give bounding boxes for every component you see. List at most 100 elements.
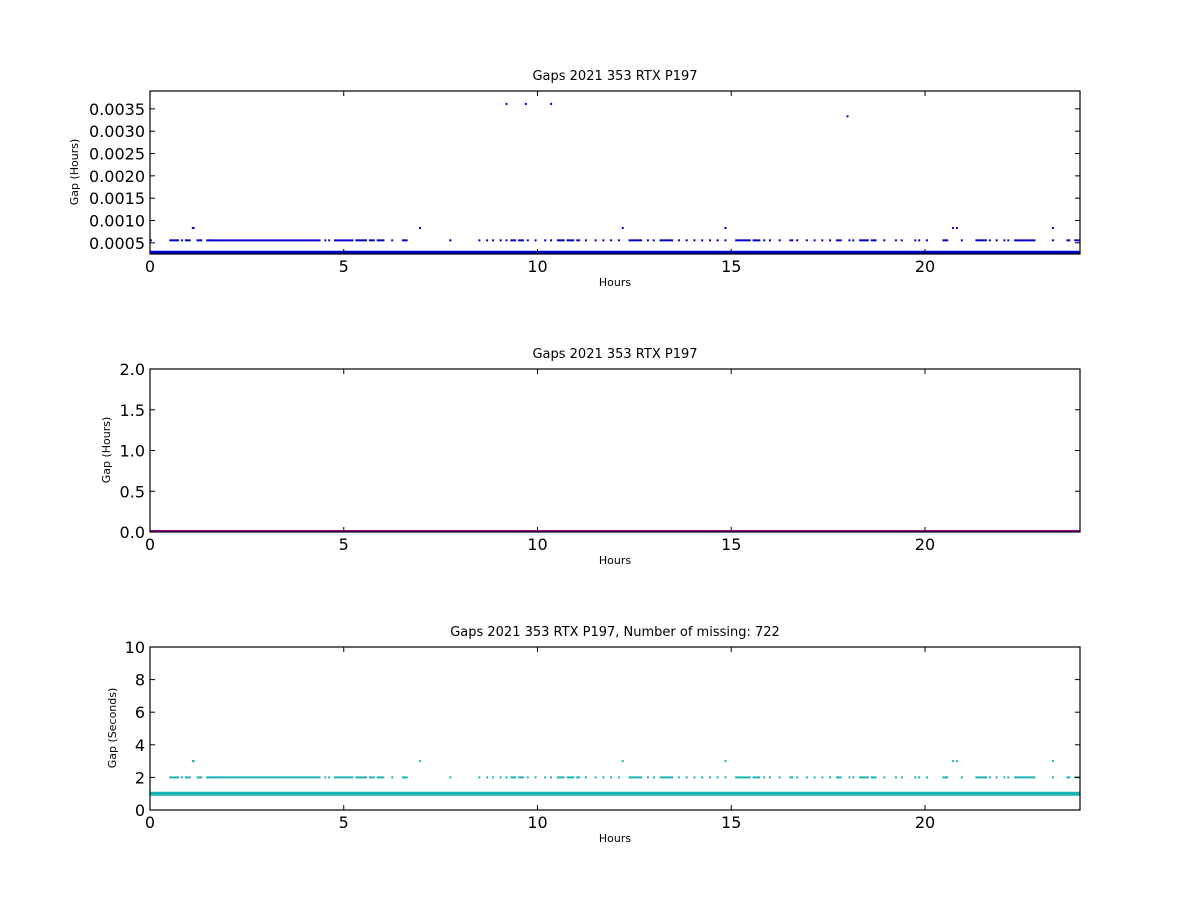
chart-panel-3: Gaps 2021 353 RTX P197, Number of missin…	[106, 625, 1081, 845]
x-axis-label: Hours	[599, 276, 631, 289]
y-tick-label: 6	[135, 703, 145, 722]
data-point	[449, 776, 452, 779]
plot-area: 0 5 10 15 20 0 2 4 6 8 10	[125, 638, 1081, 832]
data-point	[526, 776, 529, 779]
x-tick-label: 0	[145, 813, 155, 832]
data-point	[1007, 239, 1010, 242]
data-point	[652, 776, 655, 779]
data-point	[960, 239, 963, 242]
y-tick-label: 2.0	[120, 360, 145, 379]
data-point	[763, 239, 766, 242]
y-tick-label: 0.0030	[89, 122, 145, 141]
x-tick-label: 15	[721, 813, 741, 832]
data-point	[960, 776, 963, 779]
data-point	[478, 776, 481, 779]
plot-area: 0 5 10 15 20 0.0 0.5 1.0 1.5 2.0	[120, 360, 1081, 554]
data-point	[846, 115, 849, 118]
data-point	[544, 776, 547, 779]
x-tick-label: 20	[915, 257, 935, 276]
y-tick-label: 0	[135, 801, 145, 820]
x-tick-label: 0	[145, 535, 155, 554]
y-tick-label: 0.0035	[89, 100, 145, 119]
y-tick-label: 0.0025	[89, 145, 145, 164]
data-point	[848, 239, 851, 242]
data-point	[617, 776, 620, 779]
data-point	[813, 776, 816, 779]
data-point	[883, 239, 886, 242]
data-point	[1007, 776, 1010, 779]
data-point	[646, 239, 649, 242]
data-point	[821, 776, 824, 779]
data-point	[584, 776, 587, 779]
data-point	[1003, 239, 1006, 242]
data-point	[1051, 776, 1054, 779]
data-point	[594, 776, 597, 779]
data-point	[716, 239, 719, 242]
data-point	[544, 239, 547, 242]
data-point	[796, 776, 799, 779]
data-point	[685, 239, 688, 242]
y-tick-label: 0.5	[120, 482, 145, 501]
data-point	[883, 776, 886, 779]
data-point	[829, 776, 832, 779]
chart-title: Gaps 2021 353 RTX P197	[532, 347, 697, 362]
data-point	[486, 239, 489, 242]
data-point	[701, 239, 704, 242]
data-point	[621, 226, 624, 229]
data-point	[646, 776, 649, 779]
data-point	[505, 776, 508, 779]
data-point	[685, 776, 688, 779]
data-point	[505, 102, 508, 105]
data-point	[602, 776, 605, 779]
data-point	[499, 239, 502, 242]
data-point	[894, 239, 897, 242]
data-point	[1003, 776, 1006, 779]
data-point	[769, 776, 771, 779]
data-point	[769, 239, 771, 242]
data-point	[419, 760, 422, 763]
data-point	[524, 102, 527, 105]
data-point	[852, 776, 855, 779]
data-point	[594, 239, 597, 242]
data-point	[805, 776, 808, 779]
y-tick-label: 2	[135, 768, 145, 787]
data-point	[995, 239, 998, 242]
x-tick-label: 15	[721, 257, 741, 276]
axes-frame	[149, 90, 1081, 255]
data-point	[391, 776, 394, 779]
data-point	[925, 239, 928, 242]
x-tick-label: 10	[527, 257, 547, 276]
data-point	[805, 239, 808, 242]
y-tick-label: 0.0020	[89, 167, 145, 186]
y-tick-label: 1.5	[120, 401, 145, 420]
data-point	[677, 239, 680, 242]
data-point	[813, 239, 816, 242]
x-tick-label: 15	[721, 535, 741, 554]
y-tick-label: 0.0015	[89, 189, 145, 208]
data-point	[900, 239, 903, 242]
data-point	[209, 776, 212, 779]
data-point	[1051, 239, 1054, 242]
data-point	[617, 239, 620, 242]
x-tick-label: 20	[915, 535, 935, 554]
data-point	[534, 239, 537, 242]
data-point	[852, 239, 855, 242]
data-point	[505, 239, 508, 242]
data-point	[778, 776, 781, 779]
data-point	[419, 226, 422, 229]
y-tick-label: 8	[135, 671, 145, 690]
data-point	[550, 776, 553, 779]
data-point	[526, 239, 529, 242]
y-axis-label: Gap (Hours)	[68, 139, 81, 206]
data-point	[763, 776, 766, 779]
data-point	[925, 776, 928, 779]
data-point	[778, 239, 781, 242]
y-axis-label: Gap (Hours)	[100, 417, 113, 484]
data-point	[918, 239, 921, 242]
x-tick-label: 5	[339, 535, 349, 554]
x-tick-label: 10	[527, 535, 547, 554]
data-point	[486, 776, 489, 779]
data-point	[602, 239, 605, 242]
